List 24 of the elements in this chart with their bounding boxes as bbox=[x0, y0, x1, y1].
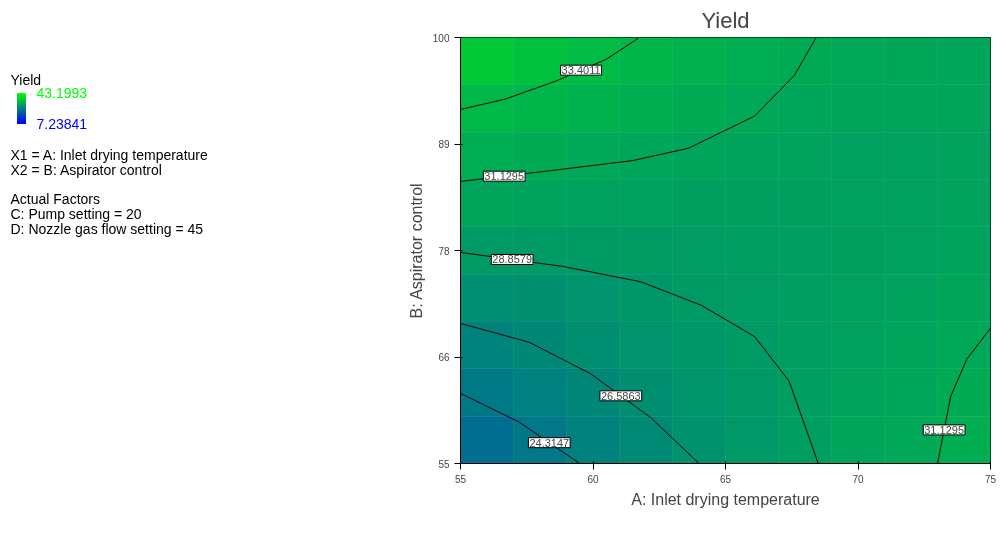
y-tick-label: 55 bbox=[438, 458, 450, 470]
color-bar-label: 7.23841 bbox=[36, 115, 88, 132]
y-tick-label: 89 bbox=[438, 139, 450, 150]
text: D: Nozzle gas flow setting = 45 bbox=[10, 221, 204, 238]
series-label: 26.5863 bbox=[600, 389, 641, 402]
x-axis-title: A: Inlet drying temperature bbox=[631, 490, 820, 508]
y-axis-title: B: Aspirator control bbox=[407, 183, 425, 319]
chart-title: Yield bbox=[701, 7, 750, 33]
y-tick-label: 66 bbox=[438, 352, 450, 363]
series-label: 24.3147 bbox=[529, 436, 570, 449]
y-tick-label: 100 bbox=[432, 32, 450, 44]
series-label: 33.4011 bbox=[561, 64, 601, 77]
text: C: Pump setting = 20 bbox=[10, 205, 142, 222]
x-tick-label: 60 bbox=[587, 473, 599, 485]
text: X1 = A: Inlet drying temperature bbox=[10, 147, 208, 164]
x-tick-label: 55 bbox=[454, 473, 467, 485]
x-tick-label: 75 bbox=[984, 473, 997, 485]
series-label: 31.1295 bbox=[484, 170, 525, 183]
series-label: 28.8579 bbox=[492, 253, 533, 266]
series-label: 31.1295 bbox=[924, 423, 965, 436]
text: Actual Factors bbox=[10, 191, 100, 208]
x-tick-label: 65 bbox=[719, 473, 732, 485]
x-tick-label: 70 bbox=[852, 473, 864, 485]
y-tick-label: 78 bbox=[438, 245, 450, 257]
